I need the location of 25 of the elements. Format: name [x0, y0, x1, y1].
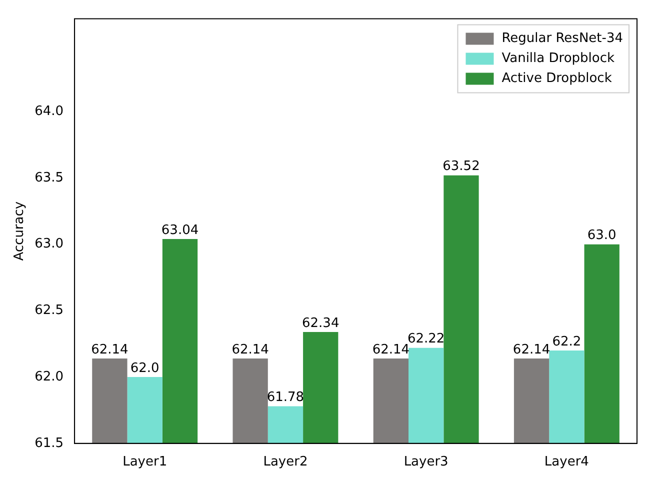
x-tick-label: Layer3 — [404, 454, 448, 470]
data-label: 62.14 — [372, 342, 410, 358]
data-label: 62.14 — [512, 342, 550, 358]
x-tick-label: Layer2 — [263, 454, 308, 470]
y-tick-label: 62.5 — [34, 303, 64, 318]
y-axis-title: Accuracy — [12, 201, 28, 261]
data-label: 63.52 — [442, 159, 480, 174]
y-tick-label: 64.0 — [34, 104, 64, 120]
y-tick-label: 62.0 — [34, 369, 64, 384]
data-label: 62.14 — [232, 342, 269, 358]
y-tick-label: 63.0 — [34, 236, 64, 252]
data-label: 62.2 — [552, 334, 582, 350]
x-tick-label: Layer4 — [544, 454, 589, 470]
y-tick-label: 61.5 — [34, 436, 64, 451]
x-tick-label: Layer1 — [122, 454, 168, 470]
legend-label: Active Dropblock — [502, 71, 612, 86]
legend-label: Regular ResNet-34 — [502, 31, 623, 46]
data-label: 62.14 — [91, 342, 128, 358]
y-tick-label: 63.5 — [34, 170, 64, 186]
data-label: 63.0 — [587, 228, 616, 244]
data-label: 62.22 — [407, 332, 445, 347]
data-label: 62.34 — [302, 316, 340, 331]
data-label: 63.04 — [161, 222, 199, 238]
data-label: 62.0 — [130, 360, 160, 376]
legend-label: Vanilla Dropblock — [502, 51, 615, 66]
